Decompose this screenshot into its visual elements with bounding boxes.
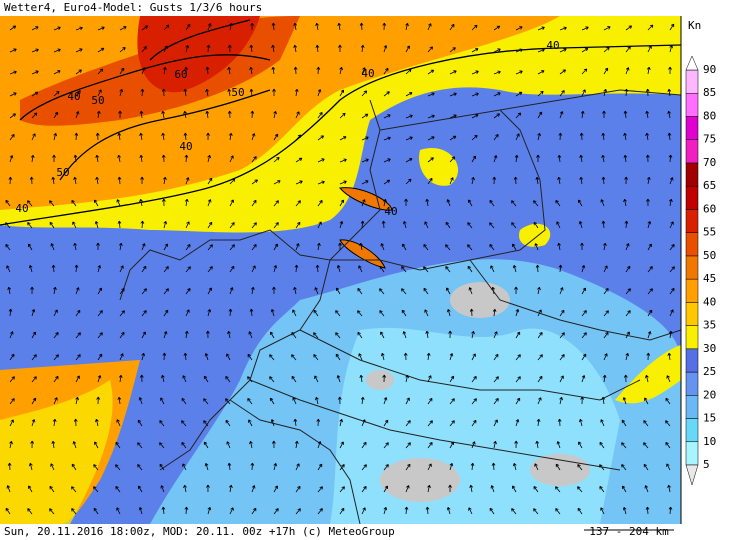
contour-label: 50 [56, 166, 69, 179]
footer-bar [0, 524, 740, 540]
header-bar [0, 0, 740, 16]
legend-label: 80 [703, 109, 716, 122]
legend-band [685, 441, 699, 466]
header-title: Wetter4, Euro4-Model: Gusts 1/3/6 hours [4, 1, 262, 14]
legend-label: 40 [703, 295, 716, 308]
contour-label: 40 [384, 205, 397, 218]
legend-label: 65 [703, 179, 716, 192]
legend-band [685, 232, 699, 257]
legend-label: 85 [703, 86, 716, 99]
contour-label: 60 [174, 68, 187, 81]
scale-label: 137 - 204 km [589, 525, 669, 538]
legend-label: 70 [703, 156, 716, 169]
legend-label: 45 [703, 272, 716, 285]
legend-label: 55 [703, 226, 716, 239]
legend-label: 10 [703, 435, 716, 448]
legend-band [685, 139, 699, 164]
legend-band [685, 162, 699, 187]
legend-band [685, 116, 699, 140]
legend-band [685, 185, 699, 210]
contour-label: 50 [231, 86, 244, 99]
legend-band [685, 255, 699, 280]
wind-arrows [5, 22, 675, 515]
legend-unit: Kn [688, 19, 701, 32]
contour-label: 40 [15, 202, 28, 215]
legend-label: 25 [703, 365, 716, 378]
arrow-field [5, 22, 675, 515]
legend-band [685, 348, 699, 373]
legend-label: 60 [703, 202, 716, 215]
legend-band [685, 371, 699, 396]
legend-bottom-arrow [685, 464, 699, 486]
contour-label: 40 [179, 140, 192, 153]
legend-label: 50 [703, 249, 716, 262]
legend-band [685, 302, 699, 326]
legend-label: 35 [703, 319, 716, 332]
legend-band [685, 278, 699, 303]
contour-label: 40 [67, 90, 80, 103]
legend-band [685, 209, 699, 233]
legend-band [685, 92, 699, 117]
contour-label: 50 [91, 94, 104, 107]
contour-label: 40 [361, 67, 374, 80]
legend-band [685, 418, 699, 443]
legend-band [685, 395, 699, 419]
footer-text: Sun, 20.11.2016 18:00z, MOD: 20.11. 00z … [4, 525, 395, 538]
legend-band [685, 69, 699, 94]
legend-label: 15 [703, 412, 716, 425]
legend-label: 5 [703, 458, 710, 471]
legend-label: 20 [703, 388, 716, 401]
legend-label: 90 [703, 63, 716, 76]
legend-band [685, 325, 699, 350]
legend-label: 75 [703, 133, 716, 146]
legend-label: 30 [703, 342, 716, 355]
legend-top-arrow [685, 55, 699, 71]
map [0, 16, 682, 525]
contour-label: 40 [546, 39, 559, 52]
